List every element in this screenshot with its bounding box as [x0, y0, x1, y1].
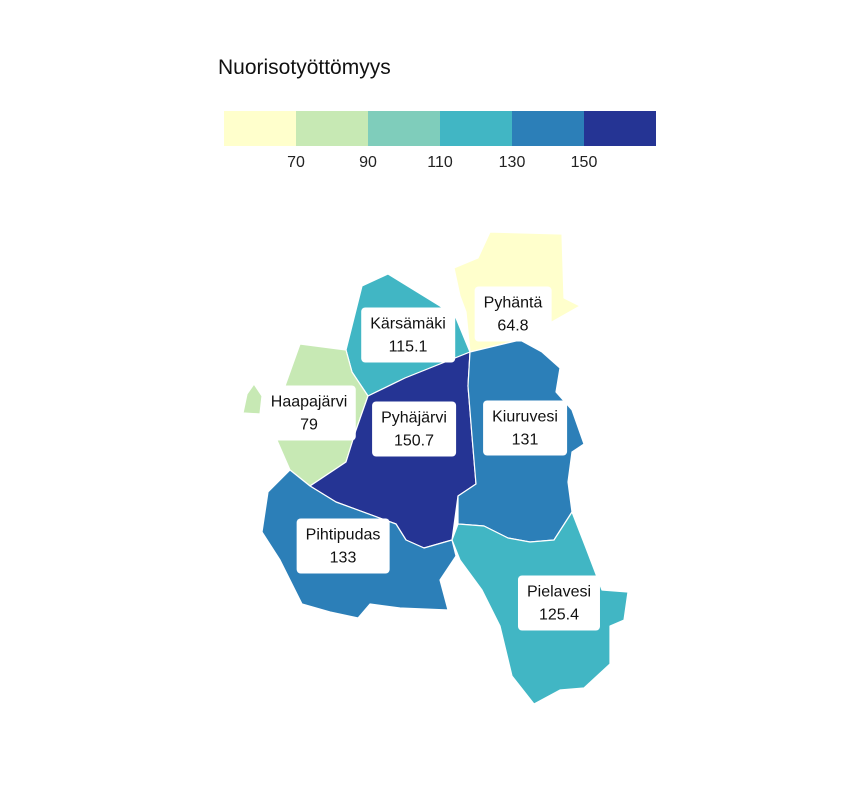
legend-tick: 150 — [570, 154, 598, 171]
region-value: 64.8 — [497, 317, 529, 335]
region-name: Pyhäntä — [483, 294, 543, 312]
color-scale-legend — [224, 111, 656, 146]
region-value: 79 — [300, 416, 318, 434]
region-value: 133 — [329, 549, 357, 567]
region-value: 125.4 — [538, 606, 580, 624]
legend-swatch-6 — [584, 111, 656, 146]
region-value: 115.1 — [388, 338, 428, 356]
region-label: Pielavesi 125.4 — [517, 575, 601, 631]
legend-swatch-2 — [296, 111, 368, 146]
legend-swatch-4 — [440, 111, 512, 146]
region-haapajarvi-islet[interactable] — [242, 383, 263, 415]
region-name: Haapajärvi — [270, 393, 348, 411]
region-value: 150.7 — [393, 432, 435, 450]
legend-swatch-5 — [512, 111, 584, 146]
legend-tick: 70 — [287, 154, 305, 171]
region-name: Pihtipudas — [305, 526, 381, 544]
region-name: Kärsämäki — [370, 315, 446, 333]
region-name: Pielavesi — [526, 583, 592, 601]
region-label: Pyhäjärvi 150.7 — [372, 401, 456, 457]
legend-tick: 110 — [427, 154, 453, 171]
legend-swatch-3 — [368, 111, 440, 146]
region-label: Pihtipudas 133 — [296, 518, 390, 574]
legend-tick: 90 — [359, 154, 377, 171]
region-label: Haapajärvi 79 — [261, 385, 357, 441]
region-label: Kärsämäki 115.1 — [361, 307, 455, 363]
region-label: Pyhäntä 64.8 — [474, 286, 552, 342]
legend-ticks: 70 90 110 130 150 — [224, 154, 656, 176]
region-label: Kiuruvesi 131 — [483, 400, 567, 456]
legend-title: Nuorisotyöttömyys — [218, 56, 391, 79]
region-name: Pyhäjärvi — [381, 409, 447, 427]
legend-tick: 130 — [498, 154, 526, 171]
region-value: 131 — [511, 431, 539, 449]
region-name: Kiuruvesi — [492, 408, 558, 426]
legend-swatch-1 — [224, 111, 296, 146]
